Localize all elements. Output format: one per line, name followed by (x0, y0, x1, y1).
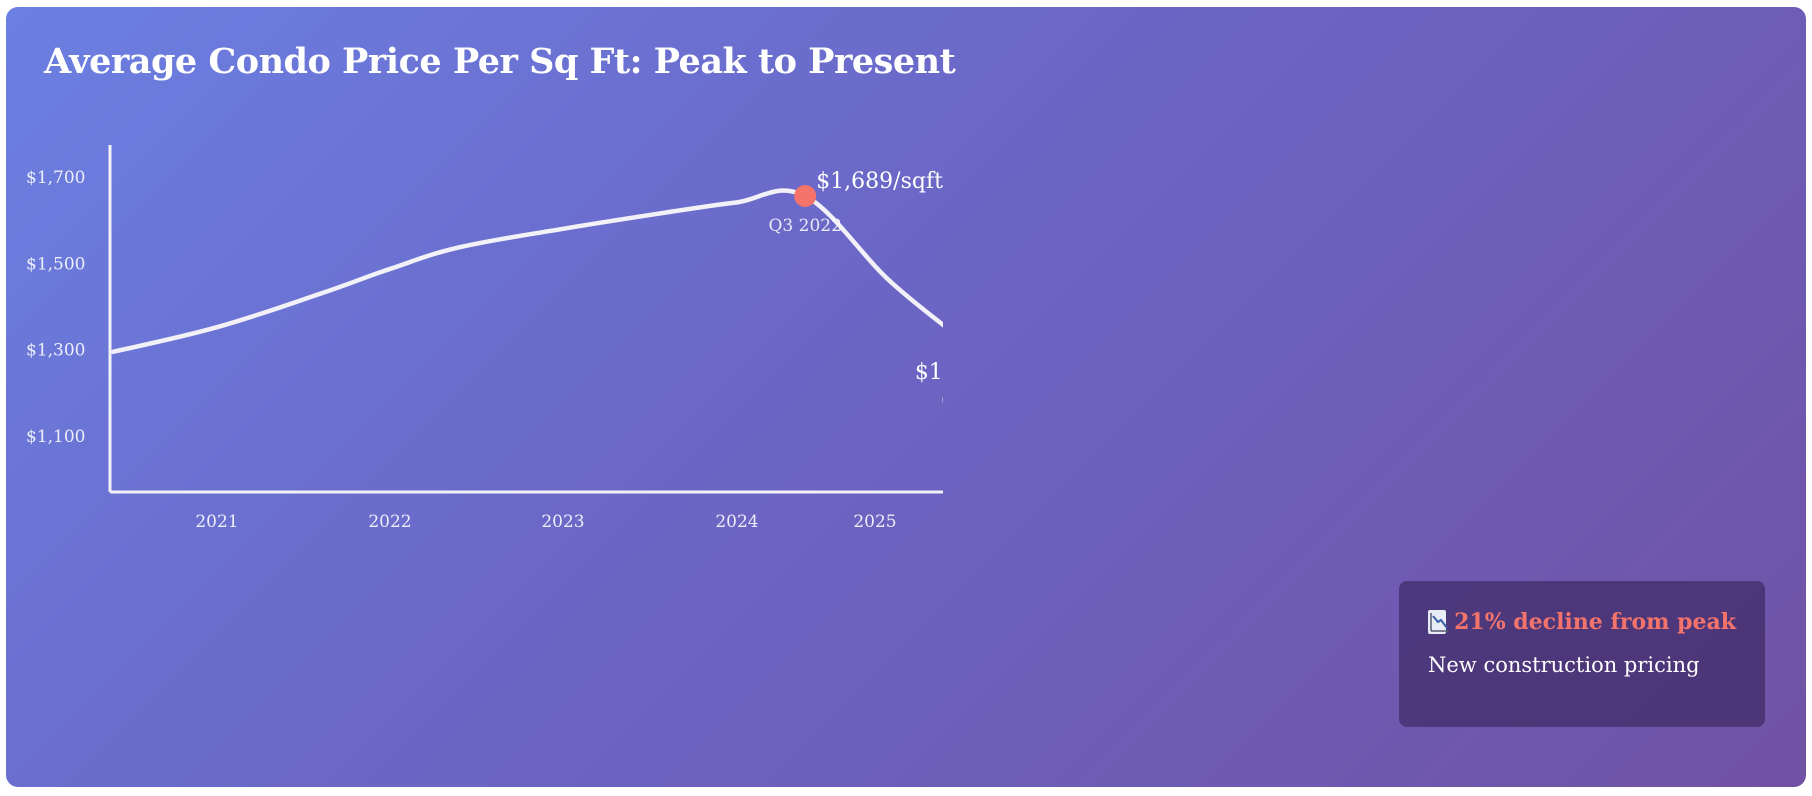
x-tick-label: 2023 (541, 512, 584, 532)
x-tick-label: 2022 (368, 512, 411, 532)
y-tick-label: $1,300 (26, 341, 85, 361)
chart-title: Average Condo Price Per Sq Ft: Peak to P… (44, 41, 956, 82)
y-axis-ticks: $1,100 $1,300 $1,500 $1,700 (26, 168, 85, 447)
present-point (967, 341, 989, 363)
chart-axes (108, 145, 943, 494)
x-axis-ticks: 2021 2022 2023 2024 2025 (195, 512, 896, 532)
peak-point (794, 184, 817, 207)
chart-card: Average Condo Price Per Sq Ft: Peak to P… (6, 7, 1806, 787)
line-chart: $1,100$1,300$1,500$1,700 2021 2022 2023 202… (26, 145, 1042, 532)
series-line (110, 188, 943, 355)
peak-period-label: Q3 2022 (768, 216, 841, 236)
y-tick-label: $1,100 (26, 427, 85, 447)
callout-headline: 21% decline from peak (1454, 609, 1736, 635)
x-tick-label: 2025 (853, 512, 896, 532)
x-tick-label: 2024 (715, 512, 758, 532)
chart-decreasing-icon (1428, 610, 1448, 634)
present-value-label: $1,338/sqft (915, 360, 1042, 385)
present-period-label: Q4 2025 (941, 391, 1014, 411)
callout-headline-row: 21% decline from peak (1428, 609, 1736, 635)
x-tick-label: 2021 (195, 512, 238, 532)
plot-area: $1,689/sqft Q3 2022 $1,338/sqft Q4 2025 (110, 169, 1042, 411)
callout-subtext: New construction pricing (1428, 653, 1700, 677)
y-tick-label: $1,700 (26, 168, 85, 188)
y-tick-label: $1,500 (26, 254, 85, 274)
peak-value-label: $1,689/sqft (816, 169, 943, 194)
decline-callout: 21% decline from peak New construction p… (1399, 581, 1765, 727)
